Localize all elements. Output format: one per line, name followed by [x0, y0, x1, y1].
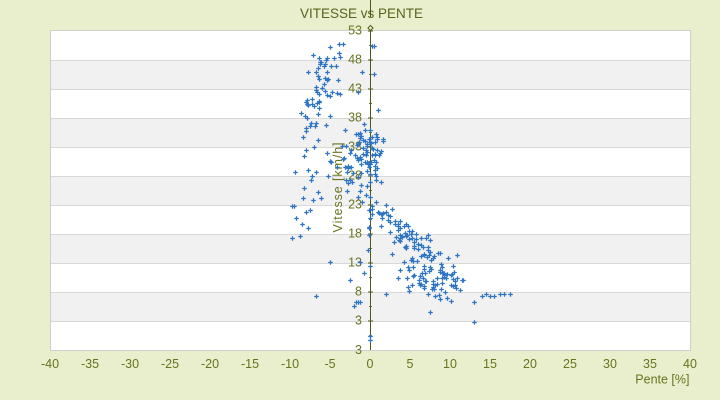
svg-text:Vitesse [km/h]: Vitesse [km/h]	[331, 142, 345, 233]
svg-text:20: 20	[523, 357, 537, 371]
svg-text:18: 18	[348, 227, 362, 241]
svg-text:-40: -40	[41, 357, 59, 371]
svg-text:Pente [%]: Pente [%]	[635, 373, 689, 387]
svg-text:-10: -10	[281, 357, 299, 371]
svg-text:0: 0	[367, 357, 374, 371]
svg-text:23: 23	[348, 198, 362, 212]
svg-text:-30: -30	[121, 357, 139, 371]
svg-text:30: 30	[603, 357, 617, 371]
svg-text:15: 15	[483, 357, 497, 371]
svg-text:48: 48	[348, 53, 362, 67]
svg-text:38: 38	[348, 111, 362, 125]
svg-text:10: 10	[443, 357, 457, 371]
svg-text:-5: -5	[324, 357, 335, 371]
svg-text:40: 40	[683, 357, 697, 371]
svg-text:53: 53	[348, 24, 362, 38]
svg-text:-25: -25	[161, 357, 179, 371]
svg-text:43: 43	[348, 82, 362, 96]
svg-text:13: 13	[348, 256, 362, 270]
svg-text:3: 3	[355, 343, 362, 357]
svg-text:3: 3	[355, 314, 362, 328]
svg-text:-35: -35	[81, 357, 99, 371]
svg-text:8: 8	[355, 285, 362, 299]
svg-text:-15: -15	[241, 357, 259, 371]
svg-text:VITESSE vs PENTE: VITESSE vs PENTE	[300, 6, 423, 21]
svg-text:35: 35	[643, 357, 657, 371]
svg-text:5: 5	[407, 357, 414, 371]
svg-text:25: 25	[563, 357, 577, 371]
svg-text:-20: -20	[201, 357, 219, 371]
